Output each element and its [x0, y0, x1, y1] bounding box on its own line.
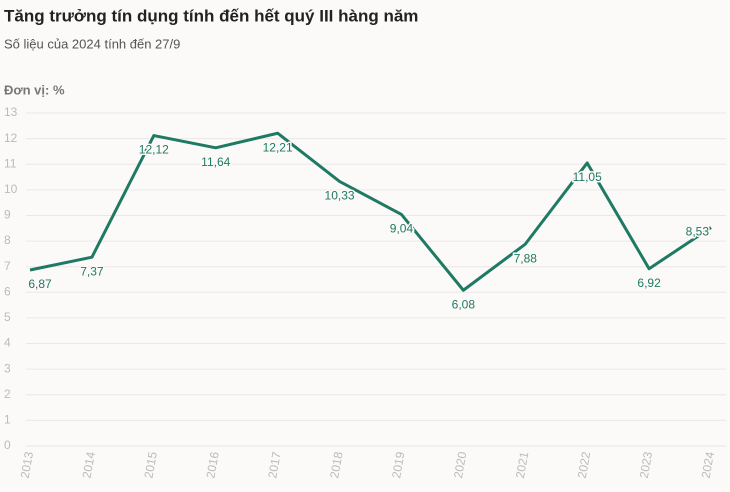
x-tick-label: 2020 [451, 450, 469, 479]
y-tick-label: 9 [4, 208, 11, 222]
value-label: 8,53 [686, 225, 710, 239]
x-tick-label: 2024 [699, 450, 717, 479]
value-label: 6,92 [637, 276, 661, 290]
value-label: 6,08 [452, 297, 476, 311]
x-tick-label: 2013 [18, 450, 36, 479]
x-tick-label: 2022 [575, 450, 593, 479]
value-label: 9,04 [390, 222, 414, 236]
x-tick-label: 2018 [327, 450, 345, 479]
y-tick-label: 5 [4, 310, 11, 324]
x-tick-label: 2021 [513, 450, 531, 479]
value-label: 11,05 [573, 170, 602, 184]
x-tick-label: 2015 [141, 450, 159, 479]
line [29, 131, 712, 292]
y-tick-label: 6 [4, 284, 11, 298]
unit-label: Đơn vị: % [4, 82, 65, 97]
value-label: 6,87 [28, 277, 52, 291]
value-label: 12,12 [139, 143, 169, 157]
y-tick-label: 13 [4, 105, 18, 119]
x-tick-label: 2014 [80, 450, 98, 479]
value-label: 7,88 [514, 251, 538, 265]
x-tick-label: 2016 [203, 450, 221, 479]
y-tick-label: 8 [4, 233, 11, 247]
y-tick-label: 4 [4, 336, 11, 350]
y-tick-label: 7 [4, 259, 11, 273]
y-tick-label: 2 [4, 387, 11, 401]
value-label: 10,33 [325, 189, 355, 203]
value-label: 12,21 [263, 140, 293, 154]
y-tick-label: 1 [4, 413, 11, 427]
x-tick-label: 2023 [637, 450, 655, 479]
y-tick-label: 10 [4, 182, 18, 196]
y-tick-label: 12 [4, 131, 18, 145]
chart-subtitle: Số liệu của 2024 tính đến 27/9 [4, 36, 180, 51]
x-tick-label: 2017 [265, 450, 283, 479]
y-tick-label: 11 [4, 156, 17, 170]
y-tick-label: 3 [4, 361, 11, 375]
y-tick-label: 0 [4, 438, 11, 452]
value-label: 11,64 [201, 155, 230, 169]
value-label: 7,37 [80, 264, 104, 278]
x-tick-label: 2019 [389, 450, 407, 479]
chart-title: Tăng trưởng tín dụng tính đến hết quý II… [4, 6, 418, 25]
